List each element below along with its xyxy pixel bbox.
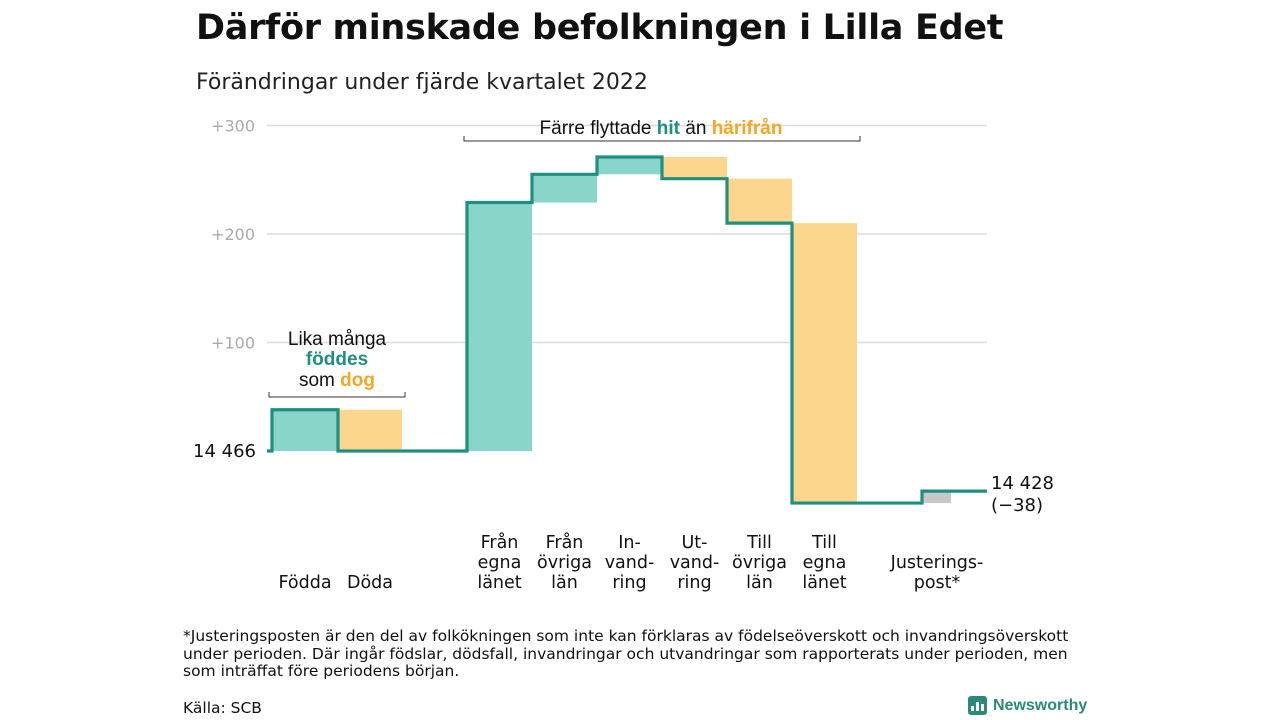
category-label: län [551,573,578,593]
end-change-label: (−38) [991,495,1043,516]
category-label: Justerings- [890,553,984,573]
category-label: ring [612,573,646,593]
category-label: övriga [732,553,787,573]
logo-text: Newsworthy [993,696,1088,714]
annotation-segment: hit [657,118,681,139]
annotation-births-bracket [268,392,406,398]
category-label: ring [677,573,711,593]
category-label: länet [477,573,521,593]
annotation-migration-bracket [463,136,861,142]
category-label: Till [746,533,772,553]
bar-9 [922,491,951,504]
annotation-births-line: Lika många [288,329,387,350]
annotation-segment: härifrån [712,118,783,139]
bar-3 [467,202,532,451]
annotation-segment: dog [340,370,375,391]
annotation-segment: Lika många [288,329,387,350]
y-tick-label: +100 [211,334,255,353]
category-label: vand- [670,553,720,573]
category-label: egna [478,553,522,573]
category-label: Från [546,532,584,553]
bar-4 [532,174,597,203]
category-label: län [746,573,773,593]
category-label: övriga [537,553,592,573]
annotation-segment: som [299,370,340,391]
category-label: länet [802,573,846,593]
newsworthy-logo: Newsworthy [968,696,1087,715]
end-value-label: 14 428 [991,473,1054,494]
footnote: *Justeringsposten är den del av folkökni… [183,627,1069,680]
source-label: Källa: SCB [183,699,262,717]
chart-subtitle: Förändringar under fjärde kvartalet 2022 [196,70,648,95]
bar-6 [662,156,727,179]
category-label: Till [811,533,837,553]
annotation-births-line: föddes [306,349,368,370]
bar-2 [338,409,402,451]
category-label: Från [481,532,519,553]
y-tick-label: +200 [211,225,255,244]
chart-title: Därför minskade befolkningen i Lilla Ede… [196,8,1004,48]
bar-5 [597,156,662,175]
annotation-births-line: som dog [299,370,375,391]
category-label: post* [914,573,961,593]
bar-chart-icon [968,696,987,715]
category-label: Ut- [682,533,708,553]
bar-8 [792,223,857,504]
cumulative-step-line [267,155,987,505]
category-label: vand- [605,553,655,573]
annotation-segment: än [680,118,712,139]
bar-1 [272,409,338,451]
start-value-label: 14 466 [193,441,256,462]
category-label: egna [803,553,847,573]
annotation-migration-line: Färre flyttade hit än härifrån [540,118,783,139]
category-label: Döda [347,573,393,593]
y-tick-label: +300 [211,117,255,136]
category-label: In- [618,533,641,553]
annotation-segment: Färre flyttade [540,118,657,139]
bar-7 [727,178,792,224]
annotation-segment: föddes [306,349,368,370]
category-label: Födda [278,573,331,593]
